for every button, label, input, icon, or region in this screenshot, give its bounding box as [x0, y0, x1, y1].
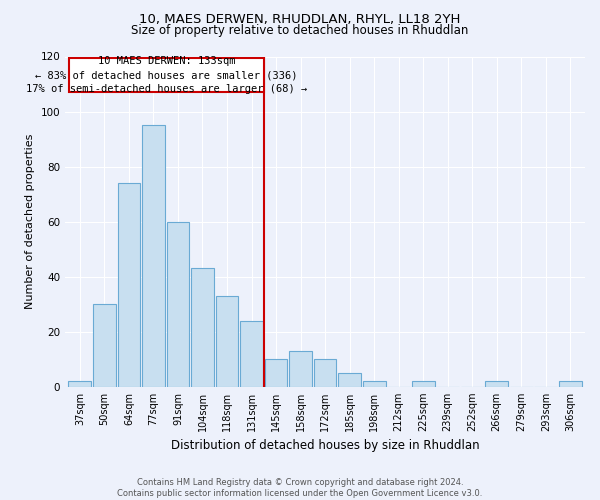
Bar	[289, 351, 312, 387]
Bar	[118, 183, 140, 387]
Bar	[338, 373, 361, 387]
Text: Contains HM Land Registry data © Crown copyright and database right 2024.
Contai: Contains HM Land Registry data © Crown c…	[118, 478, 482, 498]
Y-axis label: Number of detached properties: Number of detached properties	[25, 134, 35, 310]
Bar	[314, 360, 337, 387]
Bar	[363, 382, 386, 387]
Bar	[142, 126, 165, 387]
Bar	[485, 382, 508, 387]
Text: 10 MAES DERWEN: 133sqm
← 83% of detached houses are smaller (336)
17% of semi-de: 10 MAES DERWEN: 133sqm ← 83% of detached…	[26, 56, 307, 94]
Bar	[412, 382, 434, 387]
Bar	[240, 320, 263, 387]
Bar	[68, 382, 91, 387]
Text: Size of property relative to detached houses in Rhuddlan: Size of property relative to detached ho…	[131, 24, 469, 37]
Bar	[265, 360, 287, 387]
Bar	[559, 382, 581, 387]
Bar	[93, 304, 116, 387]
Bar	[69, 58, 264, 92]
Bar	[215, 296, 238, 387]
Bar	[191, 268, 214, 387]
Bar	[167, 222, 190, 387]
X-axis label: Distribution of detached houses by size in Rhuddlan: Distribution of detached houses by size …	[171, 440, 479, 452]
Text: 10, MAES DERWEN, RHUDDLAN, RHYL, LL18 2YH: 10, MAES DERWEN, RHUDDLAN, RHYL, LL18 2Y…	[139, 12, 461, 26]
